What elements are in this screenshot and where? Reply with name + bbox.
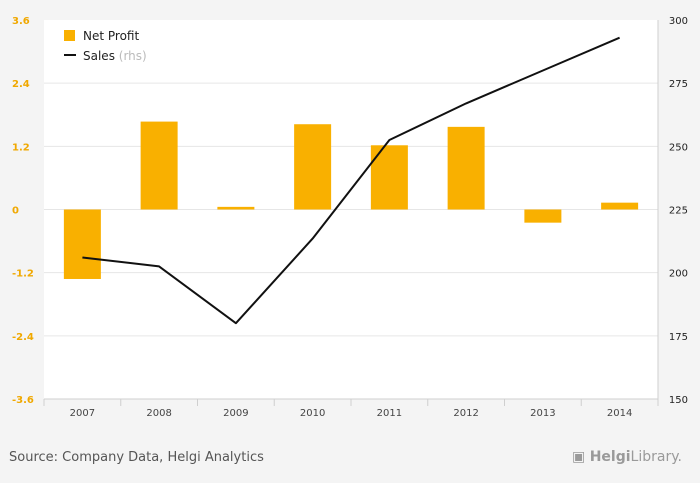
brand-icon: ▣ [572, 449, 586, 465]
x-tick-label: 2011 [377, 408, 402, 419]
y-left-tick-label: 3.6 [12, 16, 30, 27]
brand-name-rest: Library. [630, 449, 682, 465]
y-right-tick-label: 250 [669, 142, 688, 153]
net-profit-bar [140, 121, 178, 210]
x-tick-label: 2008 [146, 408, 171, 419]
y-left-tick-label: -3.6 [12, 395, 34, 406]
x-tick-label: 2010 [300, 408, 325, 419]
net-profit-bar [217, 206, 255, 210]
y-right-tick-label: 200 [669, 269, 688, 280]
y-right-tick-label: 175 [669, 332, 688, 343]
legend-label-net-profit: Net Profit [83, 29, 139, 43]
y-left-tick-label: 2.4 [12, 79, 30, 90]
x-tick-label: 2013 [530, 408, 555, 419]
y-left-tick-label: -2.4 [12, 332, 34, 343]
legend-label-sales: Sales (rhs) [83, 49, 147, 63]
net-profit-bar [601, 202, 639, 210]
y-left-tick-label: 0 [12, 206, 19, 217]
x-tick-label: 2007 [70, 408, 95, 419]
x-tick-label: 2012 [453, 408, 478, 419]
sales-line [82, 36, 620, 325]
chart-canvas: 3.6 300 2.4 275 1.2 250 0 225 -1.2 200 -2.4 175 -3.6… [12, 16, 688, 419]
y-right-tick-label: 275 [669, 79, 688, 90]
brand-name-bold: Helgi [589, 449, 631, 465]
sales-line-layer [82, 36, 620, 325]
net-profit-bar [524, 209, 562, 223]
legend-label-sales-suffix: (rhs) [119, 49, 147, 63]
x-tick-label: 2009 [223, 408, 248, 419]
legend-label-sales-name: Sales [83, 49, 115, 63]
y-left-tick-label: -1.2 [12, 269, 34, 280]
net-profit-bar [370, 145, 408, 210]
y-left-tick-label: 1.2 [12, 142, 30, 153]
legend-swatch-net-profit [64, 30, 75, 41]
x-tick-label: 2014 [607, 408, 632, 419]
source-note: Source: Company Data, Helgi Analytics [9, 450, 264, 465]
y-right-tick-label: 150 [669, 395, 688, 406]
brand-logo[interactable]: ▣ HelgiLibrary. [572, 449, 682, 465]
net-profit-bar [63, 209, 101, 279]
net-profit-bar [447, 126, 485, 210]
y-right-tick-label: 300 [669, 16, 688, 27]
net-profit-bar [294, 124, 332, 210]
axes: 3.6 300 2.4 275 1.2 250 0 225 -1.2 200 -2.4 175 -3.6… [12, 16, 688, 419]
legend: Net Profit Sales (rhs) [64, 29, 147, 63]
y-right-tick-label: 225 [669, 206, 688, 217]
